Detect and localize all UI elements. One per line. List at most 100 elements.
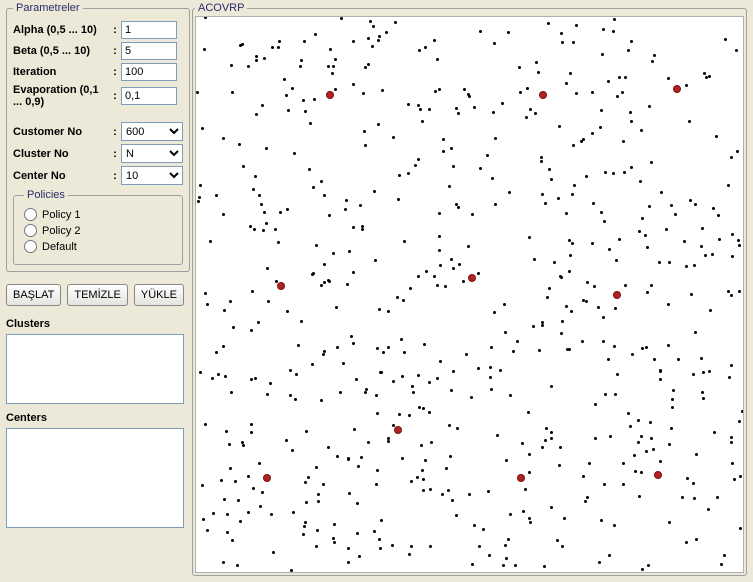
customer-point [597, 306, 600, 309]
customer-point [451, 499, 454, 502]
customer-point [717, 214, 720, 217]
customer-point [503, 303, 506, 306]
customer-point [522, 510, 525, 513]
customer-point [346, 283, 349, 286]
customer-point [695, 538, 698, 541]
policies-title: Policies [24, 189, 68, 201]
customer-point [329, 48, 332, 51]
customer-point [266, 393, 269, 396]
customer-point [478, 545, 481, 548]
customer-point [730, 436, 733, 439]
customer-point [398, 413, 401, 416]
customer-point [543, 565, 546, 568]
customer-point [345, 199, 348, 202]
customer-point [645, 346, 648, 349]
customer-point [692, 482, 695, 485]
customer-point [315, 244, 318, 247]
customer-point [322, 353, 325, 356]
customer-point [504, 544, 507, 547]
customer-point [616, 95, 619, 98]
customer-point [730, 364, 733, 367]
customer-point [387, 346, 390, 349]
customer-point [627, 412, 630, 415]
customer-point [305, 501, 308, 504]
clusters-listbox[interactable] [6, 334, 184, 404]
policy2-row[interactable]: Policy 2 [24, 224, 172, 237]
customer-point [270, 513, 273, 516]
customer-point [573, 184, 576, 187]
policy1-radio[interactable] [24, 208, 37, 221]
customer-point [471, 563, 474, 566]
center-point [654, 471, 662, 479]
customer-point [688, 120, 691, 123]
center-point [277, 282, 285, 290]
customer-point [701, 391, 704, 394]
customer-point [450, 258, 453, 261]
customer-point [247, 475, 250, 478]
customer-point [414, 164, 417, 167]
center-point [326, 91, 334, 99]
default-row[interactable]: Default [24, 240, 172, 253]
customer-point [305, 430, 308, 433]
customer-point [560, 332, 563, 335]
customer-point [433, 275, 436, 278]
customer-point [250, 378, 253, 381]
customer-point [561, 320, 564, 323]
customer-point [352, 83, 355, 86]
customer-point [449, 455, 452, 458]
customer-point [408, 414, 411, 417]
load-button[interactable]: YÜKLE [134, 284, 184, 306]
canvas-panel: ACOVRP [192, 2, 747, 576]
customer-point [709, 309, 712, 312]
customer-point [614, 307, 617, 310]
customer-point [412, 391, 415, 394]
customer-point [659, 460, 662, 463]
customer-point [255, 59, 258, 62]
alpha-input[interactable] [121, 21, 177, 39]
customer-point [352, 226, 355, 229]
iteration-label: Iteration [13, 66, 109, 78]
customer-point [728, 376, 731, 379]
evaporation-input[interactable] [121, 87, 177, 105]
customer-point [287, 109, 290, 112]
customer-point [575, 92, 578, 95]
customer-point [591, 91, 594, 94]
start-button[interactable]: BAŞLAT [6, 284, 61, 306]
beta-input[interactable] [121, 42, 177, 60]
centers-listbox[interactable] [6, 428, 184, 528]
policy2-radio[interactable] [24, 224, 37, 237]
customer-point [649, 421, 652, 424]
clusterno-select[interactable]: N [121, 144, 183, 163]
customer-point [238, 143, 241, 146]
customer-point [504, 331, 507, 334]
default-radio[interactable] [24, 240, 37, 253]
customer-point [452, 267, 455, 270]
customer-point [704, 254, 707, 257]
clusters-title: Clusters [6, 318, 184, 330]
customer-point [376, 469, 379, 472]
customer-point [653, 358, 656, 361]
customer-point [607, 358, 610, 361]
customer-point [582, 475, 585, 478]
customer-point [278, 40, 281, 43]
customer-point [277, 46, 280, 49]
customer-point [528, 471, 531, 474]
customer-point [222, 561, 225, 564]
customer-point [677, 358, 680, 361]
policy1-row[interactable]: Policy 1 [24, 208, 172, 221]
customer-point [508, 191, 511, 194]
customer-point [641, 217, 644, 220]
iteration-input[interactable] [121, 63, 177, 81]
customer-point [289, 394, 292, 397]
clear-button[interactable]: TEMİZLE [67, 284, 127, 306]
customer-point [403, 240, 406, 243]
customer-point [407, 103, 410, 106]
centerno-select[interactable]: 10 [121, 166, 183, 185]
customer-point [608, 248, 611, 251]
customer-point [303, 525, 306, 528]
customerno-select[interactable]: 600 [121, 122, 183, 141]
customer-point [646, 246, 649, 249]
customer-point [302, 99, 305, 102]
customer-point [359, 204, 362, 207]
customer-point [222, 137, 225, 140]
